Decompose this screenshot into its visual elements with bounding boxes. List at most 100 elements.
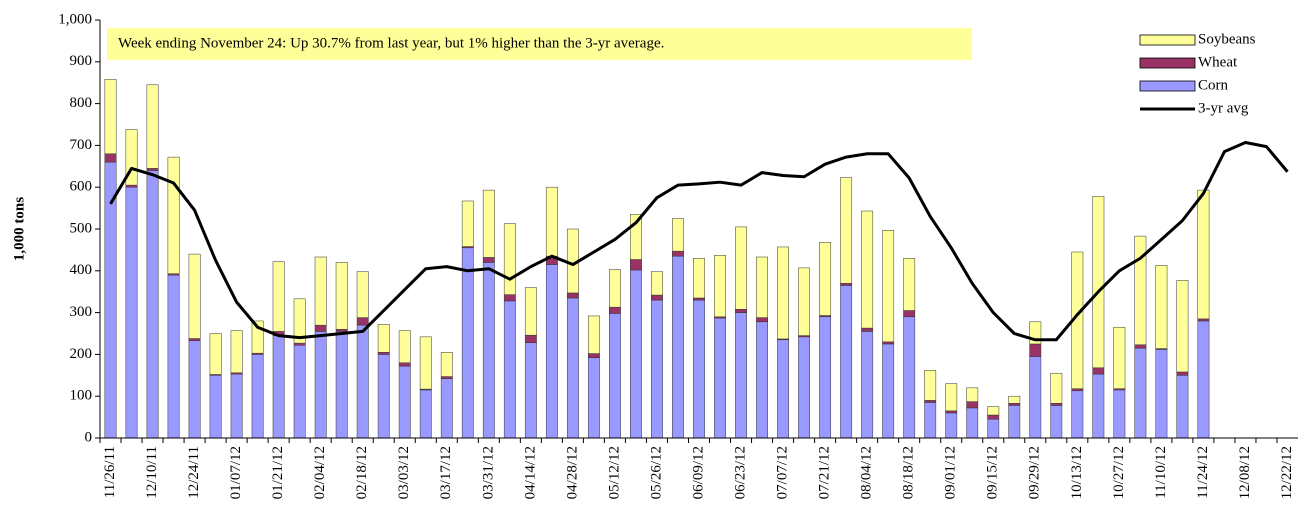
bar-segment xyxy=(777,339,789,439)
bar-segment xyxy=(356,271,369,318)
y-tick-label: 400 xyxy=(70,262,93,278)
bar-segment xyxy=(756,321,768,439)
bar-segment xyxy=(1050,372,1063,404)
annotation-box xyxy=(107,28,972,60)
bar-segment xyxy=(125,186,138,439)
x-tick-label: 04/14/12 xyxy=(522,446,538,499)
bar-segment xyxy=(609,269,621,308)
bar-segment xyxy=(798,267,811,336)
bar-segment xyxy=(377,354,390,439)
bar-segment xyxy=(882,343,895,439)
bar-segment xyxy=(630,269,642,439)
y-tick-label: 700 xyxy=(70,137,93,153)
bar-segment xyxy=(356,324,369,439)
bar-segment xyxy=(209,375,222,439)
x-tick-label: 12/22/12 xyxy=(1279,446,1295,499)
bar-segment xyxy=(924,370,937,401)
bar-segment xyxy=(251,354,264,439)
x-tick-label: 01/21/12 xyxy=(270,446,286,499)
bar-segment xyxy=(630,259,642,271)
x-tick-label: 05/26/12 xyxy=(648,446,664,499)
bar-segment xyxy=(167,156,180,274)
bar-segment xyxy=(566,292,579,299)
x-tick-label: 11/24/12 xyxy=(1195,446,1211,499)
x-tick-label: 07/21/12 xyxy=(817,446,833,499)
bar-segment xyxy=(356,317,369,326)
x-tick-label: 05/12/12 xyxy=(606,446,622,499)
bar-segment xyxy=(440,378,453,439)
bar-segment xyxy=(798,336,811,439)
bar-segment xyxy=(188,340,201,439)
bar-segment xyxy=(146,168,159,171)
x-tick-label: 12/10/11 xyxy=(144,446,160,499)
y-tick-label: 100 xyxy=(70,388,93,404)
x-tick-label: 09/29/12 xyxy=(1027,446,1043,499)
bar-segment xyxy=(230,373,243,439)
bar-segment xyxy=(335,262,348,330)
bar-segment xyxy=(293,342,306,346)
x-tick-label: 12/24/11 xyxy=(186,446,202,499)
bar-segment xyxy=(125,129,138,186)
x-tick-label: 07/07/12 xyxy=(775,446,791,499)
bar-segment xyxy=(882,341,895,345)
bar-segment xyxy=(1155,349,1168,439)
bar-segment xyxy=(524,342,537,439)
y-tick-label: 600 xyxy=(70,179,93,195)
bar-segment xyxy=(440,352,453,377)
bar-segment xyxy=(188,338,201,341)
bar-segment xyxy=(651,299,663,439)
bar-segment xyxy=(461,247,474,439)
legend-label: Corn xyxy=(1198,77,1229,93)
bar-segment xyxy=(104,79,117,155)
annotation: Week ending November 24: Up 30.7% from l… xyxy=(118,35,664,51)
bar-segment xyxy=(1071,390,1084,439)
bar-segment xyxy=(840,283,853,286)
y-tick-label: 300 xyxy=(70,304,93,320)
bar-segment xyxy=(1176,375,1189,439)
legend-label: Wheat xyxy=(1198,54,1238,70)
bar-segment xyxy=(293,298,306,344)
bar-segment xyxy=(714,255,726,318)
bar-segment xyxy=(230,330,243,374)
bar-segment xyxy=(1029,321,1042,345)
x-tick-label: 11/10/12 xyxy=(1153,446,1169,499)
y-axis-label: 1,000 tons xyxy=(11,197,27,261)
bar-segment xyxy=(377,324,390,353)
bar-segment xyxy=(756,317,768,323)
bar-segment xyxy=(398,365,411,439)
bar-segment xyxy=(314,324,327,332)
bar-segment xyxy=(735,226,747,310)
bar-segment xyxy=(503,223,516,295)
legend-label: Soybeans xyxy=(1198,31,1256,47)
bar-segment xyxy=(924,400,937,403)
x-tick-label: 02/18/12 xyxy=(354,446,370,499)
bar-segment xyxy=(693,258,705,299)
x-tick-label: 02/04/12 xyxy=(312,446,328,499)
bar-segment xyxy=(819,316,832,439)
bar-segment xyxy=(924,402,937,439)
bar-segment xyxy=(146,84,159,169)
x-tick-label: 03/03/12 xyxy=(396,446,412,499)
bar-segment xyxy=(987,414,1000,420)
bar-segment xyxy=(482,257,495,263)
bar-segment xyxy=(1134,235,1147,346)
bar-segment xyxy=(903,258,916,311)
x-tick-label: 04/28/12 xyxy=(564,446,580,499)
bar-segment xyxy=(251,320,264,354)
x-tick-label: 08/04/12 xyxy=(859,446,875,499)
bar-segment xyxy=(672,218,684,252)
bar-segment xyxy=(882,230,895,343)
bar-segment xyxy=(314,331,327,439)
bar-segment xyxy=(1155,265,1168,349)
bar-segment xyxy=(1197,318,1210,322)
x-tick-label: 08/18/12 xyxy=(901,446,917,499)
bar-segment xyxy=(819,242,832,316)
bar-segment xyxy=(1092,373,1105,439)
bar-segment xyxy=(104,153,117,163)
x-tick-label: 03/31/12 xyxy=(480,446,496,499)
bar-segment xyxy=(1029,343,1042,357)
bar-segment xyxy=(524,287,537,336)
y-tick-label: 800 xyxy=(70,95,93,111)
bar-segment xyxy=(1176,280,1189,373)
bar-segment xyxy=(693,299,705,439)
